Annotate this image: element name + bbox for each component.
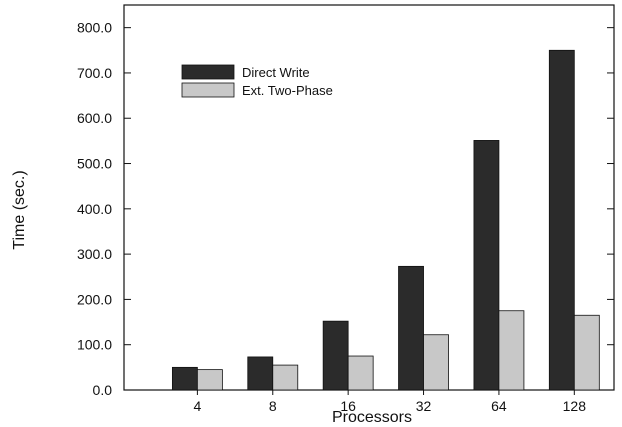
x-tick-label: 128 xyxy=(563,398,587,414)
y-tick-label: 700.0 xyxy=(77,65,112,81)
bar-direct-write xyxy=(171,366,198,391)
y-tick-label: 400.0 xyxy=(77,201,112,217)
x-tick-label: 32 xyxy=(416,398,432,414)
bar-ext-two-phase xyxy=(498,310,525,391)
x-axis-title: Processors xyxy=(332,409,412,426)
bar-ext-two-phase xyxy=(347,355,374,391)
legend-swatch xyxy=(181,64,235,80)
bar-direct-write xyxy=(322,320,349,391)
y-tick-label: 600.0 xyxy=(77,110,112,126)
y-tick-label: 0.0 xyxy=(93,382,113,398)
legend-label: Ext. Two-Phase xyxy=(242,83,333,98)
y-tick-label: 300.0 xyxy=(77,246,112,262)
x-tick-label: 16 xyxy=(340,398,356,414)
bar-ext-two-phase xyxy=(196,369,223,391)
bar-direct-write xyxy=(247,356,274,391)
y-tick-label: 500.0 xyxy=(77,156,112,172)
x-tick-label: 64 xyxy=(491,398,507,414)
bar-direct-write xyxy=(548,49,575,391)
bar-ext-two-phase xyxy=(423,334,449,391)
axes: 0.0 100.0 200.0 300.0 400.0 500.0 600.0 700.0 80… xyxy=(77,4,615,414)
x-tick-label: 8 xyxy=(269,398,277,414)
bar-direct-write xyxy=(473,140,500,391)
y-tick-label: 200.0 xyxy=(77,291,112,307)
legend-swatch xyxy=(181,82,235,98)
y-axis-title: Time (sec.) xyxy=(11,170,28,249)
bars xyxy=(171,49,600,391)
bar-ext-two-phase xyxy=(272,364,299,391)
x-tick-label: 4 xyxy=(193,398,201,414)
plot-frame xyxy=(123,4,615,391)
legend: Direct Write Ext. Two-Phase xyxy=(181,64,333,98)
y-tick-label: 100.0 xyxy=(77,337,112,353)
bar-ext-two-phase xyxy=(573,314,600,391)
y-tick-label: 800.0 xyxy=(77,20,112,36)
bar-direct-write xyxy=(398,265,424,391)
legend-label: Direct Write xyxy=(242,65,310,80)
